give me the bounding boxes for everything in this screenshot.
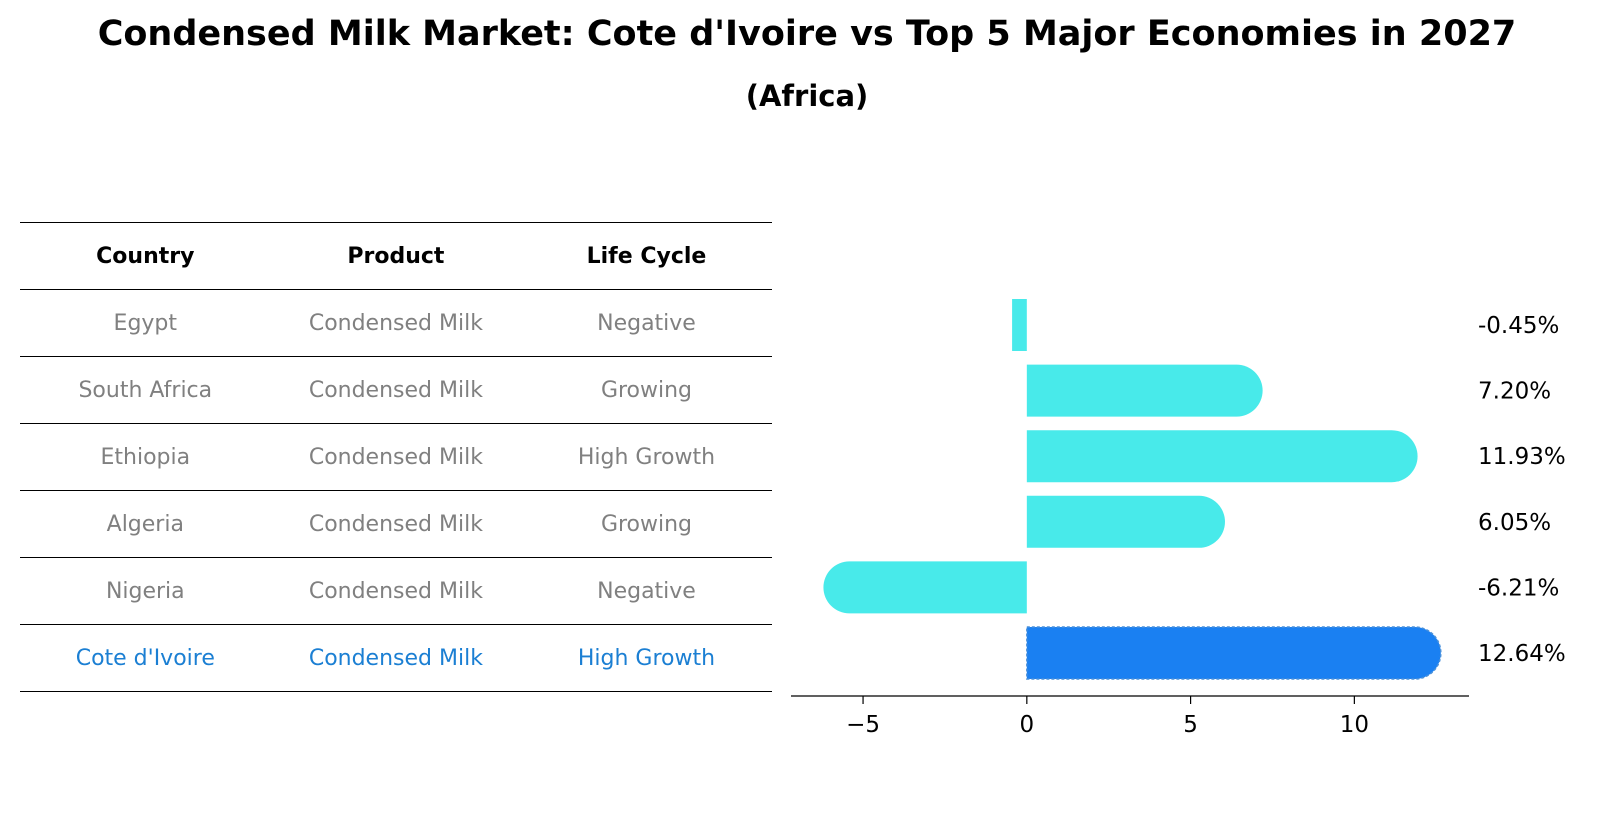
table-row: South Africa Condensed Milk Growing: [20, 356, 772, 423]
cell-life-cycle: High Growth: [577, 645, 716, 671]
table-row: Nigeria Condensed Milk Negative: [20, 557, 772, 624]
x-tick-label: 10: [1340, 712, 1369, 738]
chart-title: Condensed Milk Market: Cote d'Ivoire vs …: [97, 14, 1517, 54]
header-country: Country: [96, 243, 195, 269]
bar-highlight: [1026, 626, 1442, 680]
country-table: Country Product Life Cycle Egypt Condens…: [20, 222, 772, 692]
bar-value-label: 6.05%: [1478, 510, 1551, 536]
cell-country: Ethiopia: [100, 444, 191, 470]
bar: [1026, 364, 1263, 417]
table-header-row: Country Product Life Cycle: [20, 222, 772, 289]
cell-life-cycle: Growing: [600, 377, 693, 403]
bar-value-label: 7.20%: [1478, 379, 1551, 405]
cell-product: Condensed Milk: [308, 310, 483, 336]
chart-subtitle: (Africa): [745, 79, 869, 113]
table-row: Egypt Condensed Milk Negative: [20, 289, 772, 356]
bar: [1026, 430, 1418, 483]
bar-value-label: -0.45%: [1478, 313, 1559, 339]
cell-life-cycle: Negative: [597, 578, 696, 604]
bar: [823, 561, 1027, 614]
bar: [1012, 299, 1027, 351]
cell-country: Egypt: [113, 310, 178, 336]
x-tick-label: −5: [846, 712, 880, 738]
table-row: Ethiopia Condensed Milk High Growth: [20, 423, 772, 490]
cell-product: Condensed Milk: [308, 444, 483, 470]
cell-country: Algeria: [106, 511, 184, 537]
cell-product: Condensed Milk: [308, 645, 483, 671]
x-tick-label: 5: [1183, 712, 1198, 738]
bar-value-label: 11.93%: [1478, 444, 1566, 470]
cell-life-cycle: High Growth: [577, 444, 716, 470]
bar: [1026, 495, 1225, 548]
cell-product: Condensed Milk: [308, 377, 483, 403]
cell-product: Condensed Milk: [308, 511, 483, 537]
cell-life-cycle: Negative: [597, 310, 696, 336]
bar-value-label: 12.64%: [1478, 641, 1566, 667]
cell-country: Cote d'Ivoire: [75, 645, 215, 671]
cell-life-cycle: Growing: [600, 511, 693, 537]
cell-country: South Africa: [78, 377, 213, 403]
table-row: Algeria Condensed Milk Growing: [20, 490, 772, 557]
cell-country: Nigeria: [105, 578, 185, 604]
header-product: Product: [347, 243, 445, 269]
bar-value-label: -6.21%: [1478, 575, 1559, 601]
cell-product: Condensed Milk: [308, 578, 483, 604]
table-row-highlight: Cote d'Ivoire Condensed Milk High Growth: [20, 624, 772, 692]
header-life-cycle: Life Cycle: [586, 243, 707, 269]
x-tick-label: 0: [1020, 712, 1035, 738]
